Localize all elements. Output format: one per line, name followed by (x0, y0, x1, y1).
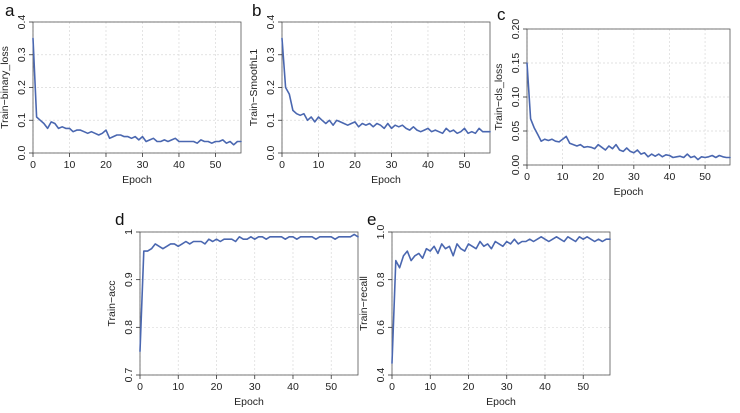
x-tick-label: 30 (249, 381, 261, 393)
series-line-d (139, 233, 359, 353)
x-tick-label: 10 (313, 159, 325, 171)
x-tick-label: 10 (172, 381, 184, 393)
y-tick-label: 0.00 (510, 155, 522, 176)
x-axis-title: Epoch (234, 396, 264, 408)
x-tick-label: 10 (557, 171, 569, 183)
x-axis-title: Epoch (122, 174, 152, 186)
series-line-e (391, 236, 611, 364)
x-tick-label: 50 (699, 171, 711, 183)
y-tick-label: 0.2 (265, 80, 277, 95)
x-tick-label: 40 (173, 159, 185, 171)
x-tick-label: 40 (287, 381, 299, 393)
panel-d: d 0 10 20 30 40 50 0.7 0.8 0.9 1 Epoch Train−acc (106, 210, 359, 408)
plot-frame (391, 231, 611, 376)
x-tick-label: 30 (501, 381, 513, 393)
x-tick-label: 50 (210, 159, 222, 171)
y-axis-title: Train−binary_loss (0, 46, 11, 129)
y-tick-label: 0.2 (16, 80, 28, 95)
y-tick-label: 0.20 (510, 19, 522, 40)
y-tick-label: 1.0 (375, 225, 387, 240)
y-tick-label: 1 (123, 229, 135, 235)
x-tick-label: 0 (279, 159, 285, 171)
y-tick-label: 0.4 (265, 15, 277, 30)
y-tick-label: 0.0 (16, 146, 28, 161)
plot-frame (139, 231, 359, 376)
y-tick-label: 0.15 (510, 53, 522, 74)
y-tick-label: 0.0 (265, 146, 277, 161)
x-tick-label: 20 (211, 381, 223, 393)
y-tick-label: 0.8 (123, 320, 135, 335)
y-tick-label: 0.1 (265, 113, 277, 128)
y-tick-label: 0.4 (16, 15, 28, 30)
y-axis-title: Train−cls_loss (493, 63, 505, 130)
x-tick-label: 30 (386, 159, 398, 171)
y-axis-title: Train−acc (106, 280, 118, 326)
y-tick-label: 0.05 (510, 121, 522, 142)
y-tick-label: 0.3 (265, 47, 277, 62)
x-tick-label: 20 (100, 159, 112, 171)
y-tick-label: 0.10 (510, 87, 522, 108)
y-tick-label: 0.1 (16, 113, 28, 128)
x-tick-label: 50 (577, 381, 589, 393)
y-axis-title: Train−SmoothL1 (248, 49, 260, 127)
series-line-b (281, 37, 491, 135)
x-tick-label: 40 (539, 381, 551, 393)
x-axis-title: Epoch (486, 396, 516, 408)
y-tick-label: 0.3 (16, 47, 28, 62)
panel-a: a 0 10 20 30 40 50 0.0 0.1 0.2 0.3 0.4 Epoch Train−bi… (0, 1, 242, 186)
x-tick-label: 10 (424, 381, 436, 393)
panel-c: c 0 10 20 30 40 50 0.00 0.05 0.10 0.15 0.20 Epoch Tra… (493, 5, 731, 198)
x-tick-label: 0 (137, 381, 143, 393)
y-axis-title: Train−recall (358, 276, 370, 331)
x-tick-label: 50 (459, 159, 471, 171)
panel-b: b 0 10 20 30 40 50 0.0 0.1 0.2 0.3 0.4 Epoch Train−Sm… (248, 1, 491, 186)
panel-letter: d (115, 210, 124, 229)
series-line-a (32, 37, 242, 146)
y-tick-label: 0.9 (123, 272, 135, 287)
panel-letter: c (497, 5, 506, 24)
x-tick-label: 40 (664, 171, 676, 183)
x-tick-label: 30 (628, 171, 640, 183)
x-tick-label: 40 (422, 159, 434, 171)
x-tick-label: 20 (349, 159, 361, 171)
panel-letter: a (5, 1, 15, 20)
y-tick-label: 0.8 (375, 272, 387, 287)
x-tick-label: 0 (30, 159, 36, 171)
x-tick-label: 0 (389, 381, 395, 393)
x-tick-label: 0 (524, 171, 530, 183)
x-tick-label: 20 (592, 171, 604, 183)
panel-letter: e (367, 210, 376, 229)
x-tick-label: 50 (325, 381, 337, 393)
y-tick-label: 0.4 (375, 368, 387, 383)
panel-e: e 0 10 20 30 40 50 0.4 0.6 0.8 1.0 Epoch Train−recal… (358, 210, 611, 408)
y-tick-label: 0.7 (123, 368, 135, 383)
x-tick-label: 20 (463, 381, 475, 393)
panel-letter: b (252, 1, 261, 20)
x-axis-title: Epoch (371, 174, 401, 186)
x-tick-label: 10 (64, 159, 76, 171)
y-tick-label: 0.6 (375, 320, 387, 335)
x-tick-label: 30 (137, 159, 149, 171)
x-axis-title: Epoch (614, 186, 644, 198)
series-line-c (526, 62, 731, 161)
